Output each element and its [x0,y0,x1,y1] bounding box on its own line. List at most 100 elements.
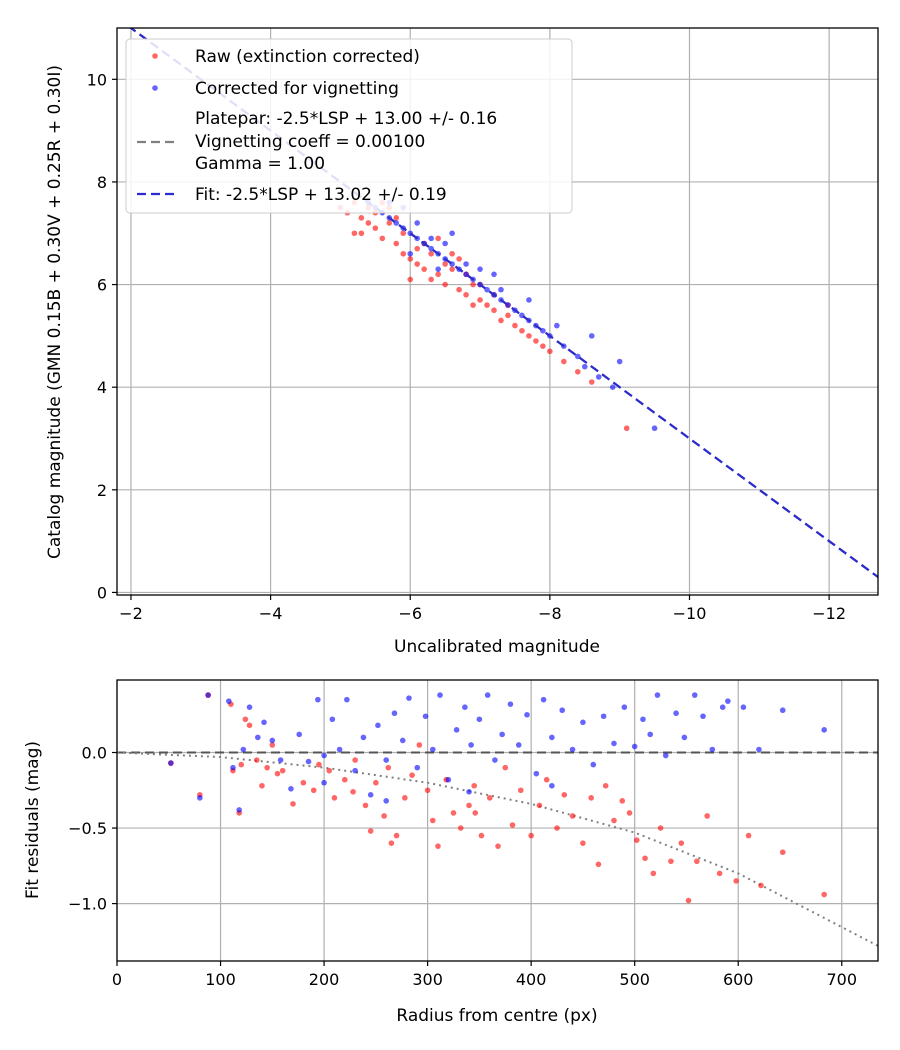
bottom-raw-point [517,787,524,794]
bottom-corrected-point [492,757,498,763]
bottom-corrected-point [631,743,638,750]
bottom-corrected-point [445,776,452,783]
top-raw-point [400,230,407,237]
bottom-corrected-point [640,716,646,723]
bottom-corrected-point [681,734,688,741]
bottom-raw-point [274,770,281,777]
bottom-x-ticks: 0 100 200 300 400 500 600 700 [112,961,857,989]
bottom-raw-point [668,858,674,865]
top-raw-point [379,235,386,242]
bottom-raw-point [495,843,501,849]
bottom-raw-point [588,795,595,801]
bottom-y-tick-label: 0.0 [82,744,107,763]
top-raw-point [526,333,532,339]
bottom-corrected-point [383,798,389,804]
bottom-corrected-point [197,795,203,801]
bottom-corrected-point [315,696,321,703]
top-raw-point [428,276,434,283]
top-raw-point [456,286,462,293]
top-y-axis-label: Catalog magnitude (GMN 0.15B + 0.30V + 0… [45,65,65,559]
bottom-raw-point [367,828,374,834]
bottom-x-tick-label: 700 [826,970,857,989]
top-corrected-point [442,240,448,247]
top-x-tick-label: −10 [673,604,707,623]
top-y-tick-label: 2 [97,481,107,500]
top-raw-point [547,348,553,355]
top-raw-point [470,302,476,308]
bottom-corrected-point [719,704,726,710]
top-raw-point [442,281,448,288]
bottom-corrected-point [321,752,327,759]
bottom-raw-point [381,813,387,819]
bottom-corrected-point [700,713,706,720]
top-x-tick-label: −12 [812,604,846,623]
bottom-y-axis-label: Fit residuals (mag) [23,741,43,899]
bottom-corrected-point [277,757,284,763]
top-corrected-point [491,271,497,278]
bottom-x-axis-label: Radius from centre (px) [396,1006,597,1026]
bottom-corrected-point [329,716,336,723]
bottom-raw-point [633,837,640,843]
bottom-raw-point [471,782,478,789]
top-y-tick-label: 0 [97,583,107,602]
top-raw-point [428,250,434,257]
bottom-corrected-point [406,695,412,701]
bottom-reference-lines [117,751,878,947]
bottom-corrected-point [367,792,374,798]
bottom-raw-point [685,897,692,904]
bottom-raw-point [580,840,586,846]
bottom-corrected-point [507,701,514,707]
top-raw-point [498,317,504,324]
bottom-corrected-point [296,731,303,738]
bottom-corrected-point [691,692,698,698]
top-raw-point [449,250,455,257]
bottom-corrected-point [600,713,607,720]
bottom-raw-point [466,802,472,809]
top-y-tick-label: 8 [97,173,107,192]
top-x-tick-label: −8 [538,604,562,623]
bottom-x-tick-label: 300 [412,970,443,989]
bottom-raw-point [279,767,286,774]
top-y-tick-label: 6 [97,276,107,295]
bottom-corrected-point [725,698,731,704]
bottom-corrected-point [168,760,174,766]
bottom-raw-point [264,764,270,771]
top-corrected-point [435,266,441,272]
bottom-y-ticks: 0.0 −0.5 −1.0 [68,744,117,914]
top-raw-point [533,338,539,344]
legend-vignetting-label: Vignetting coeff = 0.00100 [195,132,425,152]
bottom-raw-point [362,802,369,809]
top-raw-point [421,266,427,272]
residuals-plot: 0 100 200 300 400 500 600 700 0.0 −0.5 −1.0 Radiu… [23,679,879,1026]
bottom-raw-point [528,832,534,839]
bottom-raw-point [388,840,395,846]
bottom-raw-point [509,822,516,828]
bottom-raw-point [435,843,441,849]
top-raw-point [358,215,365,221]
top-raw-point [477,297,483,303]
bottom-raw-point [341,776,348,783]
top-corrected-point [498,286,504,293]
bottom-corrected-point [352,767,358,774]
top-raw-point [393,240,400,247]
bottom-corrected-point [261,719,267,726]
bottom-raw-point [253,757,260,763]
top-raw-point [449,266,455,272]
legend-gamma-label: Gamma = 1.00 [195,154,325,174]
bottom-raw-point [758,882,764,889]
top-y-tick-label: 4 [97,378,107,397]
bottom-corrected-point [288,785,294,792]
bottom-axes-frame [116,679,879,962]
bottom-corrected-point [499,731,505,738]
bottom-corrected-point [236,807,242,813]
bottom-raw-point [450,810,457,816]
bottom-corrected-point [422,713,429,720]
bottom-corrected-point [476,716,483,723]
bottom-corrected-point [240,746,247,753]
bottom-raw-point [595,861,602,868]
top-raw-point [588,379,595,385]
bottom-scatter-points [168,692,827,904]
top-raw-point [505,312,511,319]
bottom-corrected-point [662,752,669,759]
top-raw-point [414,261,421,267]
